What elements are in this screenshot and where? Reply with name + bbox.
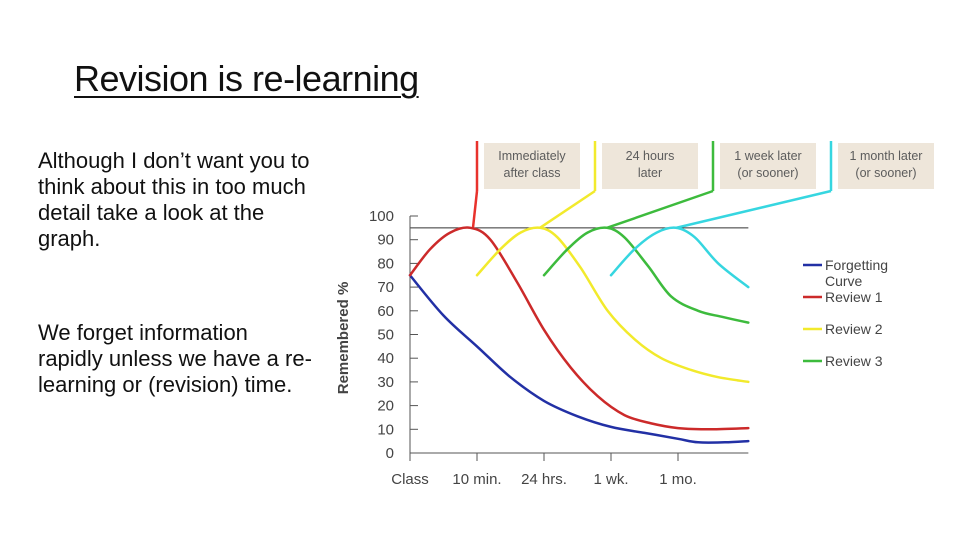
x-tick-label: 10 min. <box>452 471 501 488</box>
legend-label: Review 3 <box>825 353 883 369</box>
x-tick-label: 24 hrs. <box>521 471 567 488</box>
y-tick-label: 20 <box>377 398 394 415</box>
series-review-4 <box>609 226 750 289</box>
legend-entry: Review 2 <box>803 321 883 337</box>
series-review-1 <box>408 226 750 431</box>
explanation-paragraph: We forget information rapidly unless we … <box>38 320 312 397</box>
legend-label: Forgetting <box>825 257 888 273</box>
callout-pointer <box>539 189 596 229</box>
callout-box <box>484 143 580 189</box>
y-tick-label: 30 <box>377 374 394 391</box>
callout-box <box>602 143 698 189</box>
legend-label: Review 1 <box>825 289 883 305</box>
y-axis-label: Remembered % <box>335 282 352 395</box>
callout-4: 1 month later (or sooner) <box>675 141 934 230</box>
y-tick-label: 0 <box>386 445 394 462</box>
y-tick-label: 40 <box>377 350 394 367</box>
chart-axes: 0 10 20 30 40 50 60 70 80 90 100 Class 10 min. 24 hrs… <box>369 208 749 488</box>
x-tick-label: Class <box>391 471 429 488</box>
callout-text: after class <box>504 166 561 180</box>
callout-text: 1 week later <box>734 149 801 163</box>
callout-box <box>838 143 934 189</box>
y-tick-label: 70 <box>377 279 394 296</box>
series-review-3 <box>542 226 750 324</box>
series-review-2 <box>475 226 750 384</box>
callout-pointer <box>675 189 832 230</box>
x-tick-label: 1 mo. <box>659 471 697 488</box>
y-tick-label: 90 <box>377 232 394 249</box>
legend-label: Curve <box>825 273 863 289</box>
callout-text: (or sooner) <box>737 166 798 180</box>
callout-text: later <box>638 166 662 180</box>
callout-2: 24 hours later <box>539 141 698 229</box>
legend-entry: Review 1 <box>803 289 883 305</box>
y-tick-label: 80 <box>377 255 394 272</box>
y-tick-label: 60 <box>377 303 394 320</box>
x-tick-label: 1 wk. <box>593 471 628 488</box>
slide-title: Revision is re-learning <box>74 58 419 99</box>
callout-text: 1 month later <box>850 149 923 163</box>
callout-box <box>720 143 816 189</box>
intro-paragraph: Although I don’t want you to think about… <box>38 148 310 251</box>
callout-pointer <box>471 190 479 228</box>
y-tick-label: 10 <box>377 421 394 438</box>
y-tick-label: 50 <box>377 327 394 344</box>
y-tick-label: 100 <box>369 208 394 225</box>
callout-text: 24 hours <box>626 149 675 163</box>
legend-entry: Review 3 <box>803 353 883 369</box>
callout-pointer <box>606 189 714 230</box>
callout-text: (or sooner) <box>855 166 916 180</box>
chart-series <box>408 226 750 444</box>
series-forgetting-curve <box>408 274 750 444</box>
legend-label: Review 2 <box>825 321 883 337</box>
callout-3: 1 week later (or sooner) <box>606 141 816 230</box>
callout-1: Immediately after class <box>471 141 580 228</box>
callout-text: Immediately <box>498 149 566 163</box>
